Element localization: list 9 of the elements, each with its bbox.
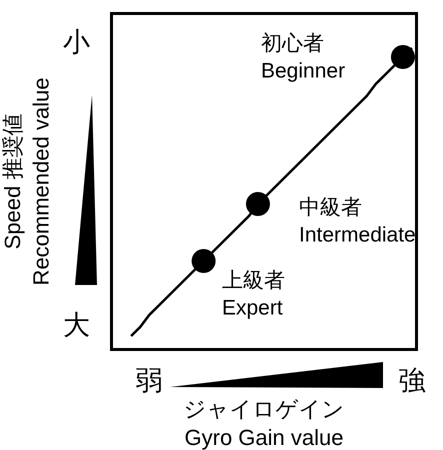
x-tick-label: 弱 <box>136 365 163 396</box>
annotation: 上級者 Expert <box>222 269 285 320</box>
x-tick-label: 強 <box>398 365 426 396</box>
y-axis-title: Speed 推奨値 Recommended value <box>0 78 54 286</box>
text: 小 <box>63 27 90 57</box>
text: 大 <box>63 310 90 340</box>
annotation: 中級者 Intermediate <box>299 196 416 246</box>
x-axis-title: ジャイロゲイン Gyro Gain value <box>184 396 344 450</box>
annotation: 初心者 Beginner <box>261 32 346 82</box>
